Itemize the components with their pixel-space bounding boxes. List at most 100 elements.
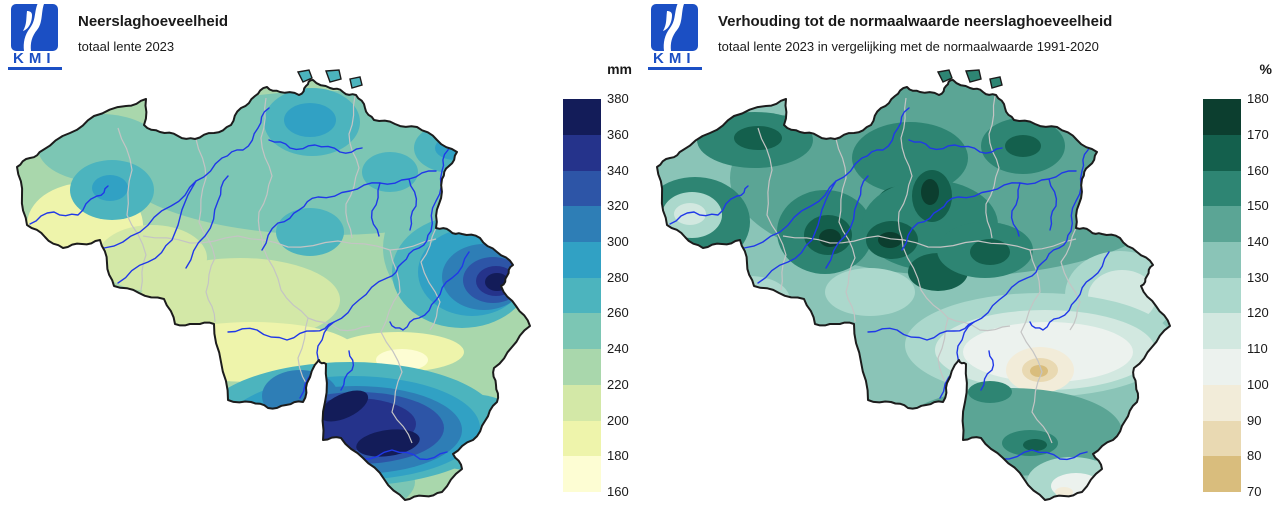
legend-tick-label: 220 — [607, 376, 629, 392]
river-line — [825, 175, 869, 269]
river-line — [340, 350, 355, 391]
legend-swatch — [563, 277, 601, 314]
legend-tick-label: 120 — [1247, 305, 1269, 321]
legend-tick-label: 200 — [607, 412, 629, 428]
river-line — [939, 135, 1091, 399]
legend-tick-label: 110 — [1247, 341, 1268, 357]
contour-blob — [276, 208, 344, 256]
kmi-logo-text: KMI — [653, 50, 696, 67]
legend-tick-label: 130 — [1247, 269, 1269, 285]
legend-swatch — [1203, 99, 1241, 136]
river-line — [299, 135, 451, 399]
province-border-line — [307, 317, 371, 332]
river-line — [1048, 178, 1058, 231]
legend-swatch — [563, 384, 601, 421]
belgium-precipitation-map — [16, 69, 531, 501]
river-line — [867, 321, 975, 341]
river-line — [117, 107, 270, 284]
kmi-logo-underline — [8, 67, 62, 70]
legend-swatch — [563, 206, 601, 243]
map-title: Verhouding tot de normaalwaarde neerslag… — [718, 13, 1113, 30]
river-line — [1029, 251, 1110, 331]
panel-precipitation-total: KMI Neerslaghoeveelheid totaal lente 202… — [8, 4, 632, 501]
legend-tick-label: 320 — [607, 198, 629, 214]
province-border-line — [985, 95, 1000, 239]
province-border-line — [257, 97, 273, 248]
contour-blob — [921, 179, 939, 205]
panel-precipitation-ratio: KMI Verhouding tot de normaalwaarde neer… — [640, 0, 1280, 507]
province-border-line — [1020, 249, 1053, 444]
border-enclave — [965, 69, 982, 83]
legend-tick-label: 80 — [1247, 448, 1262, 464]
province-border-line — [195, 138, 216, 323]
legend-swatch — [1203, 456, 1241, 493]
river-line — [370, 182, 381, 237]
country-border — [656, 79, 1171, 501]
province-border-line — [380, 249, 413, 444]
map-subtitle: totaal lente 2023 — [78, 39, 175, 54]
river-line — [908, 139, 1003, 154]
legend-swatch — [563, 241, 601, 279]
legend-swatch — [563, 134, 601, 171]
river-line — [268, 139, 363, 154]
legend-unit-label: mm — [607, 61, 632, 77]
legend-tick-label: 140 — [1247, 233, 1269, 249]
border-enclave — [325, 69, 342, 83]
legend-tick-label: 300 — [607, 233, 629, 249]
legend-swatch — [563, 349, 601, 386]
river-line — [389, 251, 470, 331]
kmi-logo-underline — [648, 67, 702, 70]
kmi-logo: KMI — [648, 4, 702, 70]
river-line — [227, 321, 335, 341]
legend-swatch — [1203, 384, 1241, 421]
legend-swatch — [1203, 206, 1241, 243]
legend-swatch — [563, 420, 601, 457]
province-border-line — [117, 127, 147, 291]
legend-tick-label: 100 — [1247, 376, 1269, 392]
kmi-logo: KMI — [8, 4, 62, 70]
contour-blob — [970, 239, 1010, 265]
legend-swatch — [1203, 134, 1241, 171]
legend-tick-label: 260 — [607, 305, 629, 321]
kmi-logo-icon — [651, 4, 698, 51]
border-enclave — [936, 69, 953, 83]
legend-tick-label: 70 — [1247, 484, 1262, 499]
province-border-line — [897, 97, 913, 248]
contour-fill-layer — [17, 80, 530, 500]
legend-swatch — [563, 99, 601, 136]
legend-tick-label: 160 — [1247, 162, 1269, 178]
border-enclave — [296, 69, 313, 83]
border-enclave — [349, 76, 363, 89]
contour-blob — [92, 175, 128, 201]
contour-blob — [356, 429, 420, 457]
contour-blob — [1005, 135, 1041, 157]
legend-tick-label: 340 — [607, 162, 629, 178]
legend-unit-label: % — [1259, 61, 1272, 77]
contour-blob — [674, 203, 706, 225]
river-line — [669, 185, 749, 225]
contour-blob — [1032, 80, 1108, 122]
province-border-line — [420, 227, 441, 331]
contour-blob — [1023, 439, 1047, 451]
contour-blob — [140, 258, 340, 342]
legend-tick-label: 180 — [1247, 91, 1269, 106]
legend-swatch — [1203, 277, 1241, 314]
legend-tick-label: 240 — [607, 341, 629, 357]
kmi-logo-text: KMI — [13, 50, 56, 67]
legend-swatch — [1203, 241, 1241, 279]
map-title: Neerslaghoeveelheid — [78, 13, 229, 30]
contour-blob — [1055, 487, 1073, 497]
river-line — [901, 170, 1077, 251]
legend-tick-label: 180 — [607, 448, 629, 464]
legend-swatch — [563, 456, 601, 493]
river-line — [980, 350, 995, 391]
contour-blob — [1030, 365, 1048, 377]
river-line — [408, 178, 418, 231]
legend-swatch — [563, 313, 601, 350]
contour-blob — [17, 270, 106, 330]
legend-swatch — [1203, 420, 1241, 457]
kmi-logo-icon — [11, 4, 58, 51]
river-line — [261, 170, 437, 251]
legend-tick-label: 90 — [1247, 412, 1262, 428]
country-border — [16, 79, 531, 501]
